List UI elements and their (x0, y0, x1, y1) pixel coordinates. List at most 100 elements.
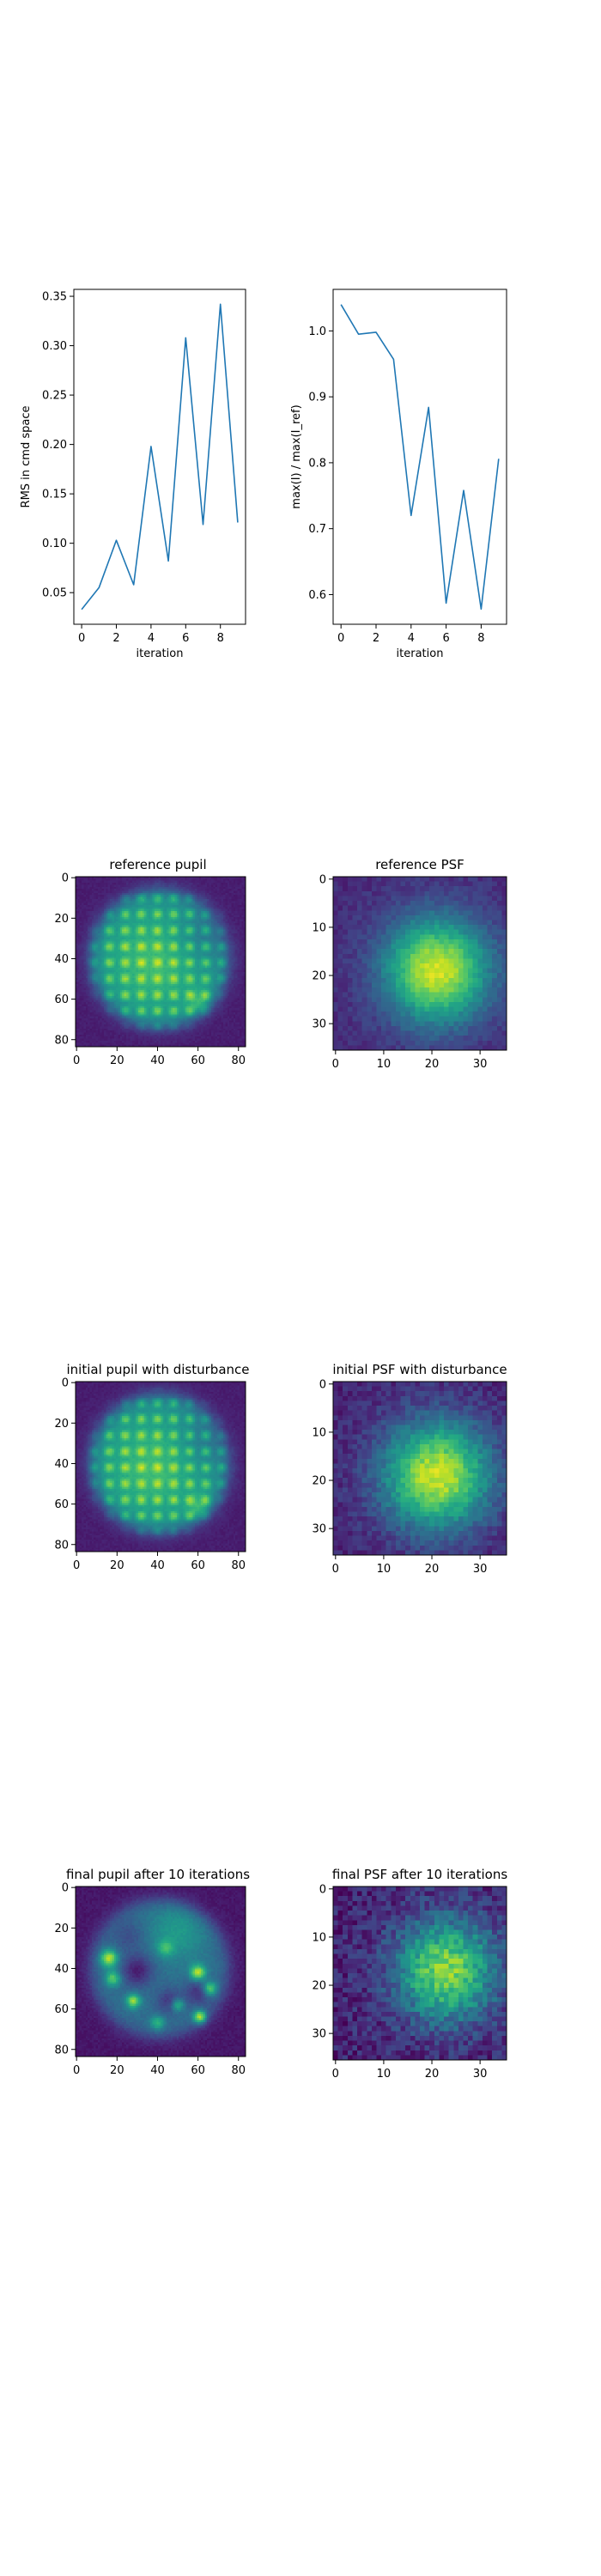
x-tick-label: 10 (377, 2068, 392, 2081)
y-tick-label: 40 (54, 953, 69, 966)
heatmap-image (332, 1886, 507, 2061)
y-axis-ticks: 0.6 0.7 0.8 0.9 1.0 (308, 325, 333, 602)
x-tick-label: 10 (377, 1058, 392, 1071)
x-tick-label: 20 (110, 1559, 124, 1572)
x-tick-label: 6 (182, 632, 189, 645)
heatmap-image (75, 1381, 246, 1552)
x-tick-label: 6 (442, 632, 449, 645)
x-tick-label: 40 (150, 1054, 165, 1067)
panel-title: reference PSF (375, 857, 464, 872)
x-tick-label: 20 (425, 1563, 440, 1576)
series-max-intensity (340, 304, 500, 611)
x-tick-label: 60 (191, 1559, 205, 1572)
y-tick-label: 30 (312, 1523, 326, 1536)
heatmap-cells (333, 877, 507, 1050)
x-axis-ticks: 0 2 4 6 8 (337, 624, 485, 645)
x-tick-label: 0 (73, 1054, 80, 1067)
y-axis-ticks: 0 10 20 30 (312, 1883, 333, 2041)
x-axis-ticks: 0 2 4 6 8 (78, 624, 224, 645)
heatmap-cells (333, 1886, 507, 2060)
x-tick-label: 60 (191, 2064, 205, 2077)
y-tick-label: 0 (62, 872, 69, 885)
y-axis-ticks: 0 20 40 60 80 (54, 872, 76, 1047)
y-tick-label: 0.9 (308, 392, 326, 404)
x-tick-label: 4 (148, 632, 155, 645)
y-tick-label: 0.05 (42, 587, 67, 600)
x-tick-label: 4 (408, 632, 415, 645)
y-tick-label: 40 (54, 1963, 69, 1976)
y-tick-label: 0 (319, 873, 326, 886)
y-tick-label: 0.10 (42, 538, 67, 550)
y-tick-label: 0.15 (42, 489, 67, 501)
y-tick-label: 60 (54, 1498, 69, 1511)
y-tick-label: 1.0 (308, 325, 326, 338)
x-tick-label: 60 (191, 1054, 205, 1067)
y-tick-label: 10 (312, 921, 326, 934)
x-tick-label: 30 (473, 1058, 488, 1071)
y-tick-label: 0.6 (308, 589, 326, 602)
y-tick-label: 60 (54, 2003, 69, 2016)
heatmap-final-pupil: final pupil after 10 iterations 0 20 40 60 8… (54, 1867, 250, 2077)
y-tick-label: 20 (54, 913, 69, 926)
panel-title: initial PSF with disturbance (332, 1362, 507, 1377)
x-axis-ticks: 0 10 20 30 (332, 1555, 488, 1576)
y-axis-ticks: 0.05 0.10 0.15 0.20 0.25 0.30 0.35 (42, 291, 74, 600)
heatmap-image (332, 1381, 507, 1556)
x-tick-label: 2 (373, 632, 379, 645)
y-tick-label: 30 (312, 1018, 326, 1031)
panel-title: final pupil after 10 iterations (66, 1867, 250, 1882)
y-tick-label: 20 (54, 1418, 69, 1431)
series-line (81, 303, 239, 611)
plot-frame (332, 1886, 507, 2061)
x-tick-label: 20 (110, 2064, 124, 2077)
panel-title: initial pupil with disturbance (66, 1362, 249, 1377)
x-tick-label: 0 (73, 1559, 80, 1572)
y-tick-label: 10 (312, 1931, 326, 1944)
y-tick-label: 80 (54, 1539, 69, 1552)
x-tick-label: 8 (217, 632, 224, 645)
panel-title: reference pupil (109, 857, 206, 872)
plot-frame (332, 1381, 507, 1556)
x-tick-label: 10 (377, 1563, 392, 1576)
x-axis-label: iteration (137, 647, 184, 660)
heatmap-final-psf: final PSF after 10 iterations 0 10 20 30 0 1… (312, 1867, 507, 2081)
x-tick-label: 20 (110, 1054, 124, 1067)
y-tick-label: 10 (312, 1426, 326, 1439)
panel-title: final PSF after 10 iterations (332, 1867, 508, 1882)
x-axis-ticks: 0 10 20 30 (332, 1050, 488, 1071)
heatmap-initial-psf: initial PSF with disturbance 0 10 20 30 0 10… (312, 1362, 507, 1576)
y-tick-label: 60 (54, 993, 69, 1006)
y-tick-label: 0.7 (308, 523, 326, 536)
x-tick-label: 30 (473, 1563, 488, 1576)
plot-frame (75, 876, 246, 1048)
x-tick-label: 80 (231, 1559, 246, 1572)
plot-frame (332, 289, 507, 625)
x-tick-label: 80 (231, 2064, 246, 2077)
y-tick-label: 0 (319, 1378, 326, 1391)
x-axis-ticks: 0 20 40 60 80 (73, 1047, 246, 1067)
y-tick-label: 20 (312, 1475, 326, 1488)
y-axis-ticks: 0 10 20 30 (312, 873, 333, 1031)
y-tick-label: 0.35 (42, 291, 67, 304)
series-rms (81, 303, 239, 611)
x-tick-label: 0 (332, 1058, 339, 1071)
y-tick-label: 0.30 (42, 340, 67, 353)
x-tick-label: 8 (477, 632, 484, 645)
y-tick-label: 0.25 (42, 390, 67, 403)
x-tick-label: 2 (112, 632, 119, 645)
y-tick-label: 0 (62, 1882, 69, 1895)
y-tick-label: 40 (54, 1458, 69, 1471)
y-axis-label: max(I) / max(I_ref) (290, 404, 303, 508)
x-tick-label: 30 (473, 2068, 488, 2081)
y-tick-label: 80 (54, 2044, 69, 2057)
x-tick-label: 0 (337, 632, 344, 645)
x-axis-ticks: 0 10 20 30 (332, 2060, 488, 2081)
y-tick-label: 20 (312, 970, 326, 983)
series-line (340, 304, 500, 611)
y-axis-ticks: 0 20 40 60 80 (54, 1377, 76, 1552)
y-tick-label: 20 (54, 1923, 69, 1935)
heatmap-cells (76, 877, 246, 1047)
x-tick-label: 0 (73, 2064, 80, 2077)
line-chart-max-intensity: 0 2 4 6 8 0.6 0.7 0.8 0.9 1.0 iteration max(I) /… (290, 289, 507, 660)
